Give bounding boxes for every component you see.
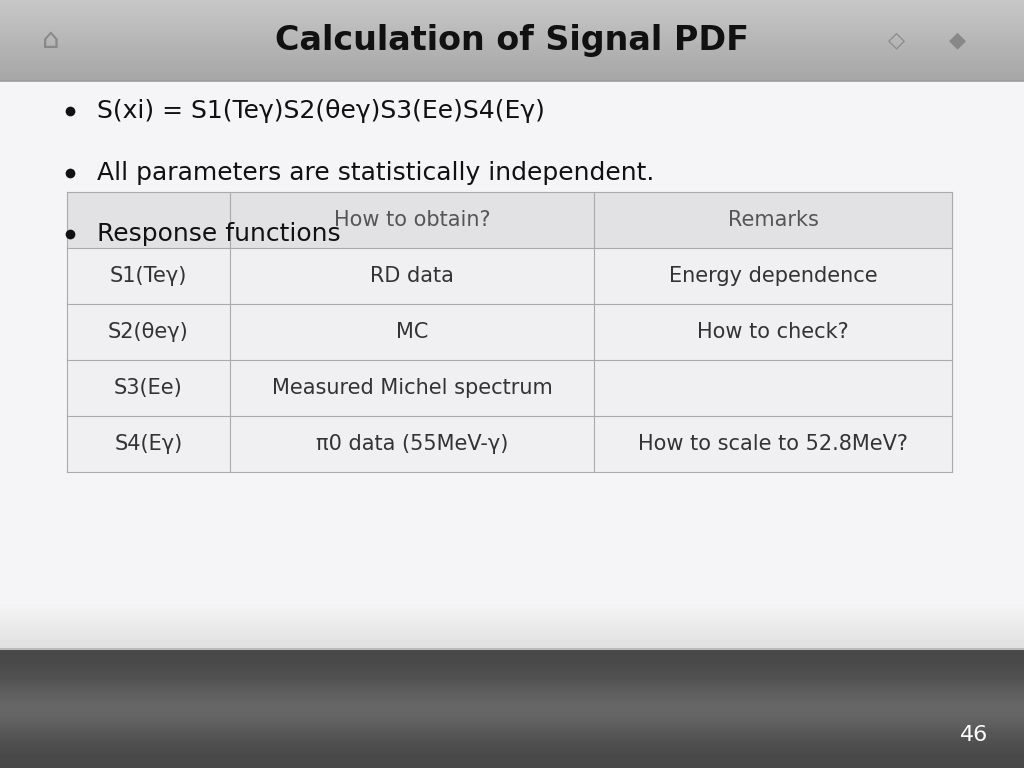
Bar [0,81,1024,649]
Text: Measured Michel spectrum: Measured Michel spectrum [271,378,552,399]
Bar [67,416,952,472]
Text: S(xi) = S1(Teγ)S2(θeγ)S3(Ee)S4(Eγ): S(xi) = S1(Teγ)S2(θeγ)S3(Ee)S4(Eγ) [97,99,545,124]
Text: Energy dependence: Energy dependence [669,266,878,286]
Text: S3(Ee): S3(Ee) [114,378,183,399]
Text: π0 data (55MeV-γ): π0 data (55MeV-γ) [315,434,508,455]
Text: S4(Eγ): S4(Eγ) [115,434,182,455]
Text: 46: 46 [959,725,988,745]
Text: S2(θeγ): S2(θeγ) [109,322,188,343]
Text: RD data: RD data [370,266,454,286]
Text: Remarks: Remarks [727,210,818,230]
Text: ⌂: ⌂ [42,26,60,55]
Bar [67,192,952,472]
Text: How to obtain?: How to obtain? [334,210,490,230]
Text: How to scale to 52.8MeV?: How to scale to 52.8MeV? [638,434,908,455]
Text: S1(Teγ): S1(Teγ) [110,266,187,286]
Bar [67,192,952,248]
Text: MC: MC [396,322,428,343]
Bar [67,360,952,416]
Text: ◇: ◇ [888,30,904,51]
Text: Response functions: Response functions [97,222,341,247]
Bar [67,304,952,360]
Text: Calculation of Signal PDF: Calculation of Signal PDF [275,24,749,57]
Text: All parameters are statistically independent.: All parameters are statistically indepen… [97,161,654,185]
Text: ◆: ◆ [949,30,966,51]
Bar [67,248,952,304]
Text: How to check?: How to check? [697,322,849,343]
